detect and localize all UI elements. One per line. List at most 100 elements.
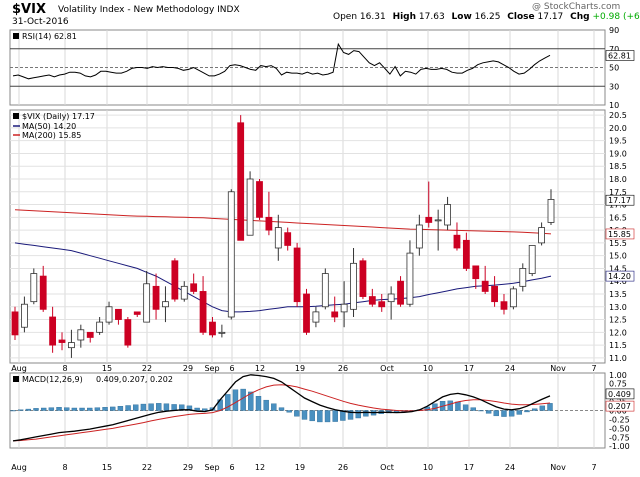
candle-body-32 xyxy=(312,311,320,323)
macd-x-label-8: 19 xyxy=(295,463,305,472)
macd-hist-bar-65 xyxy=(508,410,515,417)
candle-body-54 xyxy=(519,268,527,287)
price-x-label-15: 7 xyxy=(591,364,596,373)
macd-hist-bar-67 xyxy=(524,410,530,413)
macd-x-label-10: Oct xyxy=(380,463,394,472)
candle-body-43 xyxy=(415,224,423,249)
candle-body-27 xyxy=(265,216,273,231)
candle-body-36 xyxy=(350,262,357,310)
macd-hist-bar-17 xyxy=(140,403,147,411)
macd-hist-bar-70 xyxy=(547,403,553,411)
macd-hist-bar-11 xyxy=(94,407,101,411)
price-tick-label-18: 20.0 xyxy=(609,124,627,133)
macd-hist-bar-31 xyxy=(248,391,254,411)
candle-body-38 xyxy=(368,296,376,305)
price-tick-label-11: 16.5 xyxy=(609,213,627,222)
candle-body-40 xyxy=(387,293,395,303)
candle-body-55 xyxy=(528,245,536,274)
macd-hist-bar-21 xyxy=(171,404,177,411)
macd-x-label-9: 26 xyxy=(338,463,348,472)
macd-x-label-15: 7 xyxy=(591,463,596,472)
macd-x-label-3: 22 xyxy=(142,463,152,472)
candle-body-35 xyxy=(340,303,348,313)
macd-tick-label-2: -0.50 xyxy=(609,424,630,433)
low-label: Low xyxy=(451,12,472,22)
candle-body-26 xyxy=(256,181,263,218)
ma50-line xyxy=(14,242,552,313)
price-x-label-8: 19 xyxy=(295,364,305,373)
candle-body-48 xyxy=(462,239,470,269)
candle-body-17 xyxy=(171,260,179,300)
macd-hist-bar-6 xyxy=(56,407,62,411)
price-tick-label-19: 20.5 xyxy=(609,111,627,120)
macd-tick-label-8: 1.00 xyxy=(609,371,627,380)
macd-hist-bar-13 xyxy=(110,406,116,411)
candle-body-53 xyxy=(509,288,517,308)
candle-body-28 xyxy=(274,227,282,249)
macd-hist-bar-32 xyxy=(255,396,262,411)
price-tag-value-0: 17.17 xyxy=(608,196,631,205)
price-tick-label-0: 11.0 xyxy=(609,354,627,363)
low-value: 16.25 xyxy=(474,12,501,22)
macd-legend-macd: 0.409, xyxy=(96,375,121,384)
price-x-label-5: Sep xyxy=(204,364,219,373)
macd-hist-bar-64 xyxy=(501,410,507,417)
macd-hist-bar-16 xyxy=(133,404,139,411)
high-label: High xyxy=(392,12,417,22)
ticker-symbol: $VIX xyxy=(12,2,46,17)
candle-body-13 xyxy=(133,311,141,315)
price-tick-label-6: 14.0 xyxy=(609,277,627,286)
macd-tick-label-0: -1.00 xyxy=(609,442,630,451)
price-x-label-4: 29 xyxy=(183,364,193,373)
price-x-label-12: 17 xyxy=(464,364,474,373)
macd-hist-bar-34 xyxy=(271,403,277,411)
macd-legend-hist: 0.202 xyxy=(150,375,173,384)
candle-body-51 xyxy=(491,285,498,303)
chg-label: Chg xyxy=(570,12,590,22)
rsi-tick-label-2: 50 xyxy=(609,64,619,73)
price-x-label-2: 15 xyxy=(102,364,112,373)
candle-body-9 xyxy=(96,321,104,333)
macd-x-label-1: 8 xyxy=(62,463,67,472)
price-x-label-9: 26 xyxy=(338,364,348,373)
close-label: Close xyxy=(507,12,535,22)
price-legend: $VIX (Daily) 17.17 xyxy=(22,112,95,121)
macd-hist-bar-19 xyxy=(156,403,162,411)
open-label: Open xyxy=(333,12,358,22)
ma50-legend: MA(50) 14.20 xyxy=(22,122,76,131)
macd-legend-title: MACD(12,26,9) xyxy=(22,375,83,384)
candle-body-25 xyxy=(246,178,254,236)
candle-body-10 xyxy=(105,306,113,323)
rsi-tick-label-0: 10 xyxy=(609,101,619,110)
candle-body-18 xyxy=(180,285,188,300)
candle-body-44 xyxy=(425,216,433,223)
candle-body-0 xyxy=(11,311,19,336)
price-tick-label-7: 14.5 xyxy=(609,264,627,273)
candle-body-49 xyxy=(472,265,480,280)
price-tick-label-3: 12.5 xyxy=(609,316,627,325)
rsi-tick-label-4: 90 xyxy=(609,26,619,35)
price-x-label-1: 8 xyxy=(62,364,67,373)
macd-hist-bar-28 xyxy=(225,394,231,411)
macd-x-label-4: 29 xyxy=(183,463,193,472)
macd-hist-bar-10 xyxy=(87,407,93,411)
rsi-line xyxy=(12,42,551,80)
candle-body-45 xyxy=(434,219,442,222)
price-tick-label-9: 15.5 xyxy=(609,239,627,248)
candle-body-37 xyxy=(359,260,367,297)
macd-legend-swatch xyxy=(13,376,19,382)
macd-x-label-0: Aug xyxy=(11,463,27,472)
close-value: 17.17 xyxy=(537,12,564,22)
price-tick-label-13: 17.5 xyxy=(609,188,627,197)
macd-hist-bar-68 xyxy=(531,408,538,411)
candle-body-4 xyxy=(49,316,57,346)
macd-hist-bar-24 xyxy=(194,407,200,411)
candle-body-20 xyxy=(199,291,207,333)
macd-hist-bar-55 xyxy=(432,403,438,411)
candle-body-15 xyxy=(152,285,160,310)
candle-body-7 xyxy=(77,329,85,341)
candle-body-3 xyxy=(39,275,47,310)
macd-hist-bar-60 xyxy=(470,407,476,411)
